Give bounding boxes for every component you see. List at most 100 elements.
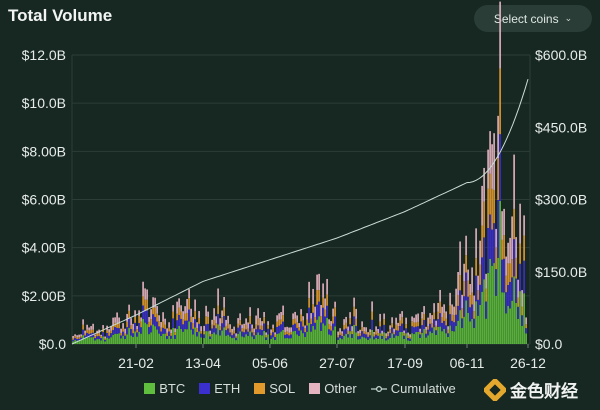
- bar-segment-btc: [421, 332, 423, 344]
- bar-segment-eth: [164, 328, 166, 334]
- bar-segment-other: [274, 332, 276, 335]
- bar-segment-eth: [351, 334, 353, 338]
- bar-segment-sol: [353, 306, 355, 317]
- bar-segment-btc: [245, 334, 247, 344]
- bar-segment-eth: [324, 316, 326, 326]
- bar-segment-btc: [86, 337, 88, 344]
- bar-segment-other: [102, 325, 104, 329]
- bar-segment-sol: [241, 328, 243, 332]
- bar-segment-eth: [166, 335, 168, 339]
- bar-segment-other: [485, 273, 487, 289]
- bar-segment-btc: [74, 340, 76, 344]
- bar-segment-btc: [88, 337, 90, 344]
- bar-segment-other: [249, 307, 251, 317]
- bar-segment-eth: [251, 332, 253, 337]
- bar-segment-other: [439, 289, 441, 302]
- bar-segment-btc: [507, 305, 509, 344]
- bar-segment-eth: [140, 327, 142, 334]
- bar-segment-other: [284, 327, 286, 333]
- bar-segment-btc: [525, 333, 527, 344]
- bar-segment-other: [359, 329, 361, 334]
- bar-segment-sol: [375, 330, 377, 335]
- bar-segment-other: [128, 304, 130, 311]
- bar-segment-sol: [405, 324, 407, 329]
- bar-segment-btc: [399, 332, 401, 344]
- bar-segment-btc: [98, 339, 100, 344]
- bar-segment-btc: [355, 332, 357, 344]
- bar-segment-eth: [397, 330, 399, 337]
- bar-segment-btc: [84, 338, 86, 344]
- bar-segment-other: [276, 315, 278, 322]
- bar-segment-sol: [389, 329, 391, 334]
- bar-segment-other: [126, 313, 128, 322]
- bar-segment-other: [237, 318, 239, 324]
- bar-segment-other: [377, 329, 379, 334]
- bar-segment-other: [367, 332, 369, 335]
- bar-segment-eth: [373, 336, 375, 340]
- bar-segment-other: [132, 323, 134, 330]
- select-coins-button[interactable]: Select coins ⌄: [474, 5, 592, 32]
- bar-segment-btc: [401, 331, 403, 344]
- legend-item-cumulative[interactable]: Cumulative: [370, 381, 456, 396]
- bar-segment-other: [298, 323, 300, 328]
- bar-segment-btc: [369, 338, 371, 344]
- bar-segment-sol: [176, 313, 178, 321]
- bar-segment-eth: [296, 327, 298, 335]
- bar-segment-btc: [104, 341, 106, 344]
- bar-segment-other: [272, 324, 274, 329]
- bar-segment-eth: [359, 335, 361, 340]
- bar-segment-other: [403, 330, 405, 334]
- bar-segment-other: [441, 306, 443, 317]
- bar-segment-sol: [443, 312, 445, 321]
- bar-segment-sol: [106, 330, 108, 333]
- bar-segment-other: [221, 310, 223, 318]
- bar-segment-other: [385, 333, 387, 337]
- bar-segment-other: [481, 185, 483, 226]
- bar-segment-btc: [144, 322, 146, 344]
- bar-segment-eth: [203, 334, 205, 339]
- bar-segment-btc: [365, 338, 367, 344]
- bar-segment-sol: [108, 332, 110, 336]
- bar-segment-btc: [377, 338, 379, 344]
- bar-segment-eth: [120, 335, 122, 339]
- chevron-down-icon: ⌄: [564, 13, 573, 23]
- bar-segment-eth: [247, 331, 249, 336]
- bar-segment-eth: [357, 336, 359, 340]
- bar-segment-other: [401, 311, 403, 318]
- bar-segment-eth: [233, 333, 235, 338]
- bar-segment-eth: [437, 319, 439, 327]
- bar-segment-sol: [487, 188, 489, 229]
- bar-segment-eth: [190, 322, 192, 330]
- bar-segment-sol: [347, 330, 349, 335]
- bar-segment-other: [280, 312, 282, 320]
- bar-segment-eth: [188, 309, 190, 322]
- bar-segment-eth: [345, 328, 347, 334]
- y-right-tick-label: $150.0B: [535, 264, 587, 280]
- bar-segment-btc: [263, 330, 265, 344]
- bar-segment-eth: [259, 329, 261, 335]
- bar-segment-btc: [80, 340, 82, 344]
- bar-segment-other: [511, 216, 513, 260]
- bar-segment-btc: [292, 331, 294, 344]
- bar-segment-sol: [447, 329, 449, 334]
- legend-item-eth[interactable]: ETH: [199, 381, 240, 396]
- bar-segment-eth: [284, 334, 286, 339]
- bar-segment-eth: [215, 328, 217, 335]
- legend-item-other[interactable]: Other: [309, 381, 357, 396]
- legend-item-btc[interactable]: BTC: [144, 381, 185, 396]
- bar-segment-sol: [130, 325, 132, 330]
- bar-segment-other: [84, 330, 86, 334]
- bar-segment-btc: [162, 333, 164, 344]
- legend-item-sol[interactable]: SOL: [254, 381, 295, 396]
- bar-segment-eth: [487, 228, 489, 273]
- bar-segment-other: [211, 319, 213, 325]
- bar-segment-btc: [479, 304, 481, 344]
- bar-segment-eth: [489, 214, 491, 259]
- bar-segment-eth: [343, 329, 345, 336]
- bar-segment-other: [312, 288, 314, 305]
- bar-segment-eth: [168, 331, 170, 336]
- bar-segment-eth: [174, 335, 176, 339]
- bar-segment-eth: [401, 323, 403, 332]
- bar-segment-eth: [499, 134, 501, 201]
- bar-segment-sol: [511, 259, 513, 278]
